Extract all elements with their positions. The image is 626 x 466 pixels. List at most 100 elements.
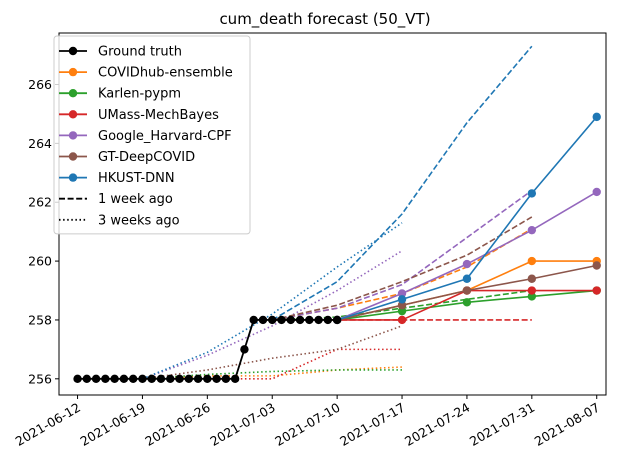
forecast-point-umass-mechbayes bbox=[527, 286, 537, 295]
ground-truth-point bbox=[128, 374, 138, 384]
legend-marker bbox=[68, 152, 78, 161]
ground-truth-point bbox=[286, 315, 295, 325]
legend-label: GT-DeepCOVID bbox=[98, 150, 195, 165]
ground-truth-point bbox=[230, 374, 240, 384]
forecast-point-umass-mechbayes bbox=[397, 315, 407, 325]
legend-item-1-week-ago: 1 week ago bbox=[59, 192, 173, 207]
x-tick-label: 2021-07-17 bbox=[337, 400, 407, 449]
three-weeks-ago-line-google-harvard-cpf bbox=[142, 250, 403, 380]
x-tick-label: 2021-06-26 bbox=[142, 400, 212, 449]
legend-item-ground-truth: Ground truth bbox=[59, 45, 182, 60]
legend-label: 3 weeks ago bbox=[98, 213, 180, 228]
forecast-point-gt-deepcovid bbox=[462, 286, 472, 295]
ground-truth-point bbox=[305, 315, 314, 325]
legend-box bbox=[53, 35, 251, 235]
ground-truth-point bbox=[212, 374, 221, 384]
ground-truth-point bbox=[314, 315, 323, 325]
x-tick-label: 2021-06-12 bbox=[13, 400, 83, 449]
three-weeks-ago-line-hkust-dnn bbox=[142, 222, 403, 380]
legend-marker bbox=[68, 110, 78, 119]
forecast-point-google-harvard-cpf bbox=[462, 259, 472, 269]
ground-truth-point bbox=[82, 374, 92, 384]
ground-truth-point bbox=[101, 374, 110, 384]
ground-truth-point bbox=[91, 374, 101, 384]
x-tick-label: 2021-08-07 bbox=[532, 400, 602, 449]
legend-label: HKUST-DNN bbox=[98, 171, 175, 186]
forecast-point-google-harvard-cpf bbox=[527, 225, 537, 235]
y-tick-label: 256 bbox=[28, 371, 52, 386]
ground-truth-point bbox=[156, 374, 166, 384]
three-weeks-ago-line-umass-mechbayes bbox=[142, 348, 403, 380]
ground-truth-point bbox=[73, 374, 82, 384]
ground-truth-point bbox=[166, 374, 175, 384]
one-week-ago-line-hkust-dnn bbox=[271, 45, 533, 321]
legend: Ground truth COVIDhub-ensemble Karlen-pypm… bbox=[53, 35, 251, 235]
forecast-point-gt-deepcovid bbox=[397, 301, 407, 310]
one-week-ago-line-gt-deepcovid bbox=[272, 216, 533, 321]
forecast-point-hkust-dnn bbox=[397, 295, 407, 304]
y-tick-label: 258 bbox=[28, 312, 52, 327]
forecast-point-gt-deepcovid bbox=[527, 274, 537, 283]
y-tick-label: 266 bbox=[28, 77, 52, 92]
forecast-point-google-harvard-cpf bbox=[397, 289, 407, 298]
forecast-point-covidhub-ensemble bbox=[527, 256, 537, 266]
x-tick-label: 2021-07-10 bbox=[272, 400, 342, 449]
forecast-point-umass-mechbayes bbox=[592, 286, 601, 295]
x-tick-label: 2021-06-19 bbox=[78, 400, 148, 449]
ground-truth-point bbox=[249, 315, 258, 325]
legend-label: UMass-MechBayes bbox=[98, 108, 219, 123]
legend-item-hkust-dnn: HKUST-DNN bbox=[59, 171, 175, 186]
forecast-point-google-harvard-cpf bbox=[592, 187, 601, 197]
x-tick-label: 2021-07-24 bbox=[402, 400, 472, 449]
chart-title: cum_death forecast (50_VT) bbox=[219, 10, 430, 29]
ground-truth-line bbox=[77, 319, 338, 380]
three-weeks-ago-line-gt-deepcovid bbox=[142, 325, 403, 380]
legend-marker bbox=[68, 67, 78, 77]
ground-truth-point bbox=[138, 374, 147, 384]
legend-item-karlen-pypm: Karlen-pypm bbox=[59, 87, 181, 102]
forecast-point-hkust-dnn bbox=[462, 274, 472, 283]
legend-item-3-weeks-ago: 3 weeks ago bbox=[59, 213, 180, 228]
forecast-point-karlen-pypm bbox=[462, 298, 472, 307]
x-tick-label: 2021-07-31 bbox=[467, 400, 537, 449]
ground-truth-point bbox=[240, 345, 249, 354]
ground-truth-point bbox=[277, 315, 286, 325]
ground-truth-point bbox=[119, 374, 129, 384]
y-tick-label: 260 bbox=[28, 254, 52, 269]
x-tick-label: 2021-07-03 bbox=[207, 400, 277, 449]
y-tick-label: 264 bbox=[28, 136, 52, 151]
legend-label: Google_Harvard-CPF bbox=[98, 129, 232, 144]
ground-truth-point bbox=[268, 315, 277, 325]
ground-truth-point bbox=[184, 374, 193, 384]
legend-item-umass-mechbayes: UMass-MechBayes bbox=[59, 108, 219, 123]
ground-truth-point bbox=[258, 315, 268, 325]
forecast-point-karlen-pypm bbox=[397, 306, 407, 316]
ground-truth-point bbox=[110, 374, 119, 384]
ground-truth-point bbox=[203, 374, 212, 384]
legend-label: 1 week ago bbox=[98, 192, 173, 207]
ground-truth-point bbox=[332, 315, 342, 325]
legend-item-covidhub-ensemble: COVIDhub-ensemble bbox=[59, 66, 233, 81]
legend-marker bbox=[68, 46, 78, 56]
legend-marker bbox=[68, 89, 78, 98]
legend-marker bbox=[68, 131, 78, 140]
ground-truth-point bbox=[221, 374, 231, 384]
legend-label: Ground truth bbox=[98, 45, 182, 60]
legend-item-google-harvard-cpf: Google_Harvard-CPF bbox=[59, 129, 232, 144]
ground-truth-point bbox=[147, 374, 156, 384]
one-week-ago-line-google-harvard-cpf bbox=[272, 189, 533, 321]
legend-marker bbox=[68, 173, 78, 182]
forecast-point-karlen-pypm bbox=[527, 292, 537, 301]
plot-area bbox=[73, 45, 601, 384]
legend-label: COVIDhub-ensemble bbox=[98, 66, 233, 81]
forecast-point-hkust-dnn bbox=[527, 189, 537, 198]
forecast-point-gt-deepcovid bbox=[592, 261, 601, 270]
ground-truth-point bbox=[175, 374, 184, 384]
ground-truth-point bbox=[323, 315, 333, 325]
ground-truth-point bbox=[295, 315, 305, 325]
ground-truth-point bbox=[193, 374, 203, 384]
legend-label: Karlen-pypm bbox=[98, 87, 181, 102]
plot-clip-group bbox=[73, 45, 601, 384]
y-tick-label: 262 bbox=[28, 195, 52, 210]
